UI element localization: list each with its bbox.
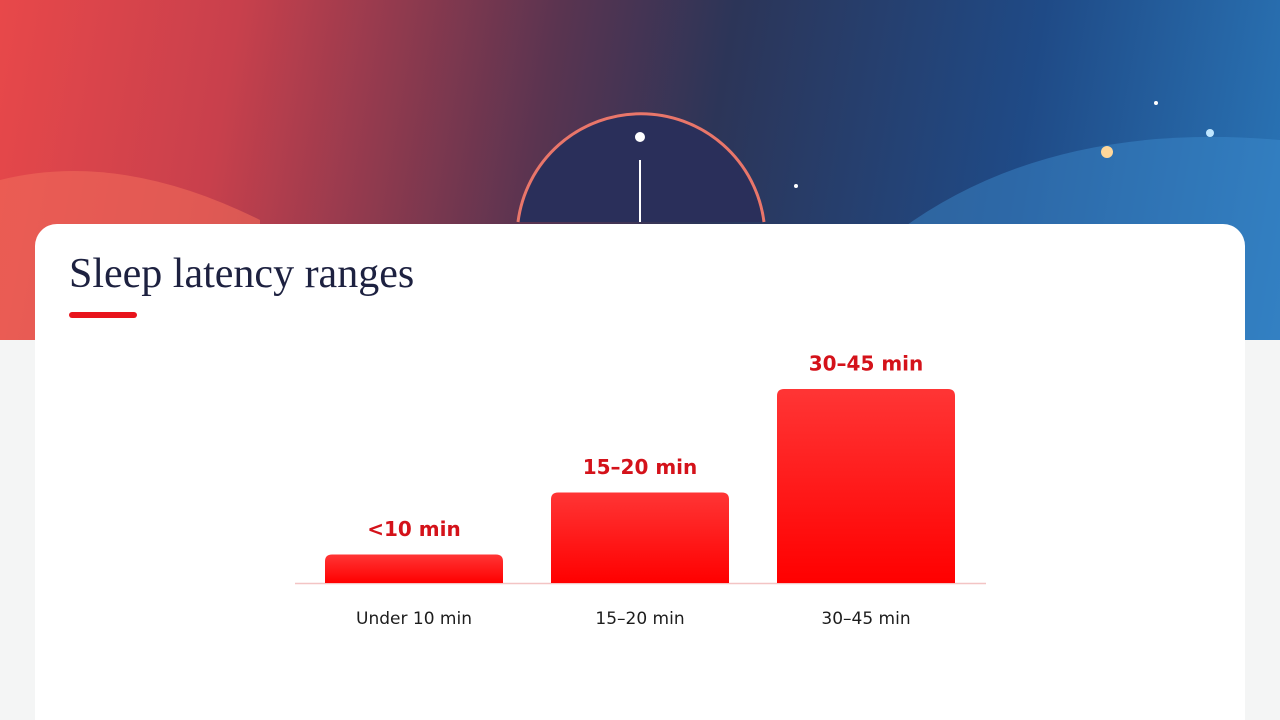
bar — [325, 554, 503, 583]
star — [1154, 101, 1158, 105]
title-underline — [69, 312, 137, 318]
chart-title: Sleep latency ranges — [69, 251, 415, 297]
x-tick-label: Under 10 min — [356, 609, 472, 629]
value-label: 30–45 min — [809, 351, 924, 375]
clock-dot — [635, 132, 645, 142]
star — [794, 184, 798, 188]
value-label: <10 min — [367, 517, 461, 541]
value-label: 15–20 min — [583, 455, 698, 479]
x-tick-label: 30–45 min — [821, 609, 910, 629]
card: Sleep latency ranges — [35, 224, 1245, 720]
x-tick-label: 15–20 min — [595, 609, 684, 629]
bar — [777, 388, 955, 583]
star — [1101, 146, 1113, 158]
bar — [551, 492, 729, 583]
star — [1206, 129, 1214, 137]
